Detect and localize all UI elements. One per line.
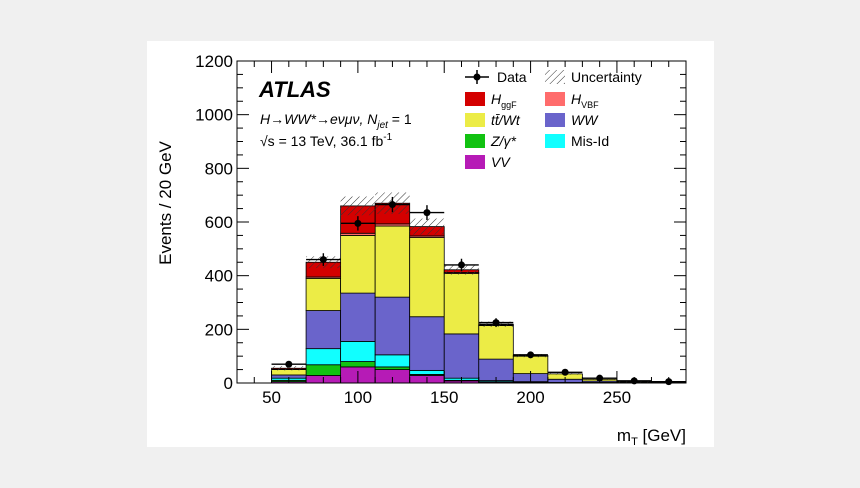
bar-misid-2 (340, 341, 376, 362)
data-point-2 (354, 219, 362, 227)
data-point-8 (561, 368, 569, 376)
legend-entry-misid: Mis-Id (545, 133, 609, 149)
bar-z-3 (374, 366, 411, 370)
x-axis-title-main: m (617, 426, 631, 445)
y-axis-title: Events / 20 GeV (156, 140, 175, 264)
legend-swatch-hvbf (545, 92, 565, 106)
bar-ww-4 (409, 316, 445, 371)
bar-ttwt-4 (409, 237, 445, 318)
x-tick-label-250: 250 (603, 388, 631, 407)
energy-lumi-text: √s = 13 TeV, 36.1 fb (260, 133, 383, 149)
channel-annotation-text: H→WW*→eνμν, N (260, 111, 378, 127)
x-tick-label-150: 150 (430, 388, 458, 407)
chart-frame: 0 200 400 600 800 1000 1200 50 100 150 200 250 ATLA… (147, 41, 714, 447)
axes (236, 60, 687, 384)
channel-annotation-sub: jet (375, 120, 389, 131)
y-tick-label-200: 200 (205, 320, 233, 339)
uncertainty-band-0 (271, 366, 307, 371)
bar-misid-3 (374, 354, 411, 368)
data-point-1 (319, 256, 327, 264)
x-axis-title-sub: T (631, 436, 638, 447)
legend-swatch-ww (545, 113, 565, 127)
energy-lumi-sup: -1 (383, 132, 392, 143)
x-tick-label-50: 50 (262, 388, 281, 407)
channel-annotation-end: = 1 (388, 111, 412, 127)
channel-annotation: H→WW*→eνμν, Njet = 1 (260, 111, 412, 131)
legend-entry-ww: WW (545, 112, 599, 128)
data-point-4 (423, 209, 431, 217)
legend-entry-hggf: HggF (465, 91, 517, 110)
x-axis-title-unit: [GeV] (638, 426, 686, 445)
bar-z-1 (305, 364, 342, 376)
legend: Data Uncertainty HggF HVBF tt̄/Wt WW (465, 69, 642, 170)
legend-entry-zgamma: Z/γ* (465, 133, 516, 149)
atlas-label: ATLAS (258, 77, 331, 102)
legend-label-ttbar: tt̄/Wt (491, 112, 521, 128)
legend-label-hvbf: HVBF (571, 91, 599, 110)
bar-ww-5 (443, 333, 480, 379)
bar-misid-4 (409, 369, 445, 375)
legend-label-ww: WW (571, 112, 599, 128)
legend-label-vv: VV (491, 154, 511, 170)
legend-entry-hvbf: HVBF (545, 91, 599, 110)
x-tick-label-200: 200 (516, 388, 544, 407)
data-point-0 (285, 360, 293, 368)
uncertainty-band-4 (409, 218, 445, 235)
y-tick-label-0: 0 (224, 374, 233, 393)
legend-data-marker (473, 73, 481, 81)
legend-label-uncertainty: Uncertainty (571, 69, 642, 85)
bar-ttwt-2 (340, 235, 376, 294)
legend-swatch-hggf (465, 92, 485, 106)
bar-ww-1 (305, 310, 342, 350)
data-point-6 (492, 319, 500, 327)
x-axis-title: mT [GeV] (617, 426, 686, 447)
bar-ttwt-5 (443, 273, 480, 335)
tick-labels: 0 200 400 600 800 1000 1200 50 100 150 200 250 (195, 52, 631, 407)
bar-z-2 (340, 361, 376, 368)
legend-swatch-vv (465, 155, 485, 169)
bar-ww-3 (374, 296, 411, 356)
legend-label-zgamma: Z/γ* (490, 133, 516, 149)
y-tick-label-800: 800 (205, 159, 233, 178)
bar-misid-1 (305, 348, 342, 366)
y-tick-label-1200: 1200 (195, 52, 233, 71)
legend-label-misid: Mis-Id (571, 133, 609, 149)
bar-ttwt-3 (374, 225, 411, 298)
bar-ttwt-1 (305, 277, 342, 311)
x-tick-label-100: 100 (344, 388, 372, 407)
data-point-5 (458, 261, 465, 269)
legend-entry-uncertainty: Uncertainty (545, 69, 642, 85)
bar-ww-2 (340, 292, 376, 342)
legend-entry-data: Data (465, 69, 527, 85)
data-point-3 (388, 201, 396, 209)
legend-swatch-uncertainty (545, 70, 565, 84)
legend-entry-vv: VV (465, 154, 511, 170)
legend-label-data: Data (497, 69, 527, 85)
data-point-7 (527, 351, 535, 359)
legend-swatch-ttbar (465, 113, 485, 127)
chart: 0 200 400 600 800 1000 1200 50 100 150 200 250 ATLA… (156, 52, 687, 447)
energy-lumi-annotation: √s = 13 TeV, 36.1 fb-1 (260, 132, 393, 149)
y-tick-label-400: 400 (205, 267, 233, 286)
legend-label-hggf: HggF (491, 91, 517, 110)
legend-entry-ttbar: tt̄/Wt (465, 112, 521, 128)
bar-ttwt-7 (512, 355, 549, 375)
legend-swatch-zgamma (465, 134, 485, 148)
stacked-bars (271, 202, 687, 384)
uncertainty-band-2 (340, 196, 376, 216)
legend-swatch-misid (545, 134, 565, 148)
y-tick-label-600: 600 (205, 213, 233, 232)
bar-ttwt-6 (478, 325, 514, 360)
y-tick-label-1000: 1000 (195, 106, 233, 125)
